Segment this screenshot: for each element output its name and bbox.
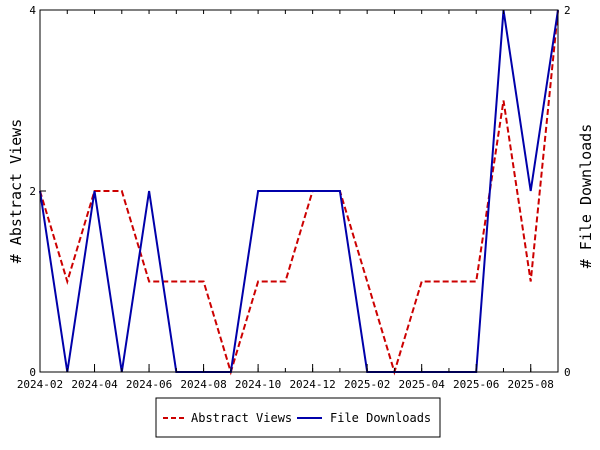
x-tick-label: 2025-06 — [453, 378, 499, 391]
x-tick-label: 2024-02 — [17, 378, 63, 391]
x-tick-label: 2024-06 — [126, 378, 172, 391]
legend: Abstract Views File Downloads — [155, 397, 441, 438]
y-right-tick-label: 0 — [564, 366, 571, 379]
y-left-tick-label: 4 — [29, 4, 36, 17]
y-axis-left-title: # Abstract Views — [7, 119, 25, 264]
x-tick-label: 2025-08 — [508, 378, 554, 391]
y-left-tick-label: 0 — [29, 366, 36, 379]
legend-label-abstract-views: Abstract Views — [191, 411, 292, 425]
x-tick-label: 2024-04 — [71, 378, 118, 391]
plot-area — [39, 9, 559, 376]
legend-label-file-downloads: File Downloads — [330, 411, 431, 425]
y-left-tick-label: 2 — [29, 185, 36, 198]
x-tick-label: 2024-12 — [289, 378, 335, 391]
axes: 2024-02 2024-04 2024-06 2024-08 2024-10 2024-… — [17, 4, 571, 391]
x-tick-label: 2025-04 — [399, 378, 446, 391]
y-right-tick-label: 2 — [564, 4, 571, 17]
x-tick-label: 2025-02 — [344, 378, 390, 391]
series-line-abstract-views — [39, 9, 559, 376]
x-tick-label: 2024-08 — [180, 378, 226, 391]
x-tick-label: 2024-10 — [235, 378, 281, 391]
y-axis-right-title: # File Downloads — [577, 124, 595, 269]
